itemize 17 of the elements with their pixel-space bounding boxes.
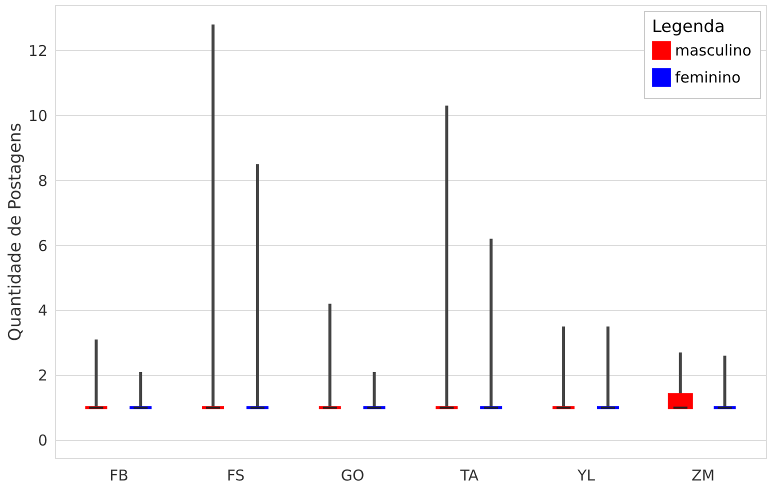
y-tick-label: 8	[38, 172, 48, 190]
y-tick-label: 0	[38, 432, 48, 450]
y-tick-label: 2	[38, 366, 48, 385]
y-tick-label: 6	[38, 236, 48, 255]
x-tick-label: YL	[576, 466, 596, 484]
x-tick-label: GO	[340, 466, 364, 484]
x-tick-label: ZM	[691, 466, 715, 484]
y-tick-label: 4	[38, 302, 48, 320]
x-tick-label: FS	[226, 466, 245, 484]
legend-label: masculino	[675, 42, 752, 60]
x-tick-label: TA	[459, 466, 480, 484]
legend-label: feminino	[675, 68, 741, 86]
y-axis-title: Quantidade de Postagens	[5, 122, 26, 342]
x-tick-label: FB	[109, 466, 128, 484]
y-tick-label: 10	[28, 106, 48, 125]
legend-title: Legenda	[652, 17, 725, 37]
y-tick-label: 12	[28, 42, 48, 60]
